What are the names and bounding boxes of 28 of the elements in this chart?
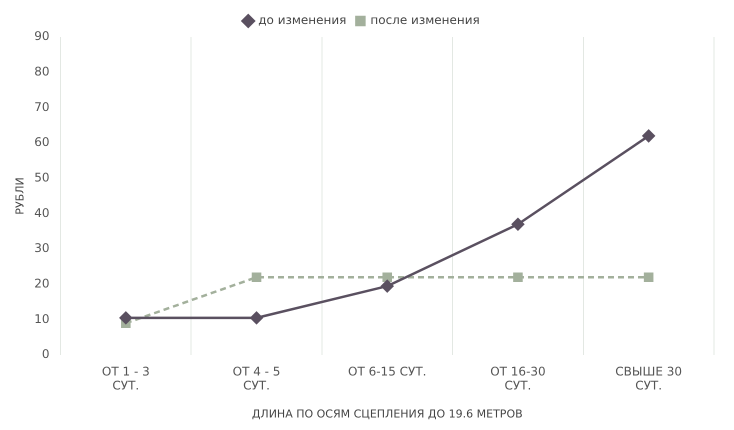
point — [512, 218, 524, 231]
point — [382, 272, 392, 282]
y-tick-label: 80 — [34, 64, 50, 78]
y-tick-label: 50 — [34, 170, 50, 184]
point — [513, 272, 523, 282]
y-tick-label: 40 — [34, 206, 50, 220]
y-tick-label: 70 — [34, 100, 50, 114]
point — [642, 130, 655, 142]
legend-label: после изменения — [370, 13, 480, 28]
point — [644, 272, 654, 282]
y-tick-label: 30 — [34, 241, 50, 256]
x-tick-label: ОТ 1 - 3 СУТ. — [102, 364, 150, 393]
legend-label: до изменения — [258, 13, 346, 28]
y-tick-label: 0 — [42, 347, 50, 362]
point — [252, 272, 262, 282]
y-tick-label: 20 — [34, 276, 50, 290]
y-tick-label: 60 — [34, 135, 50, 150]
y-tick-label: 10 — [34, 312, 50, 326]
point — [120, 312, 132, 324]
x-tick-label: ОТ 16-30 СУТ. — [490, 364, 546, 393]
y-tick-label: 90 — [34, 29, 50, 44]
point — [380, 280, 394, 292]
point — [250, 312, 263, 324]
x-axis-title: ДЛИНА ПО ОСЯМ СЦЕПЛЕНИЯ ДО 19.6 МЕТРОВ — [252, 407, 523, 420]
x-tick-label: ОТ 4 - 5 СУТ. — [232, 364, 280, 393]
y-axis-title: РУБЛИ — [13, 177, 26, 215]
x-tick-label: СВЫШЕ 30 СУТ. — [615, 364, 682, 393]
x-tick-label: ОТ 6-15 СУТ. — [348, 364, 426, 378]
